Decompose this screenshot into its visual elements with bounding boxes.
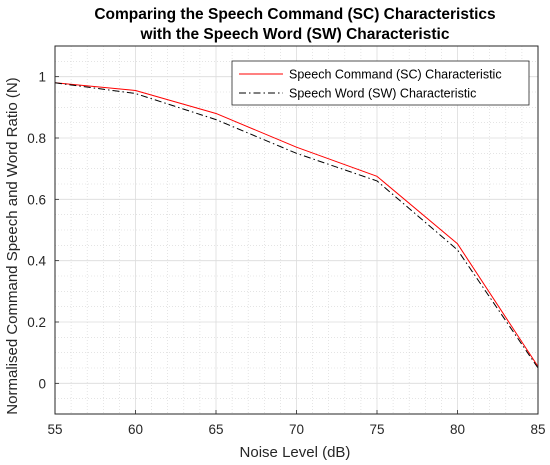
x-tick-label: 65 xyxy=(208,422,223,437)
x-tick-label: 75 xyxy=(369,422,384,437)
chart-title-line2: with the Speech Word (SW) Characteristic xyxy=(140,26,450,43)
y-tick-label: 0.2 xyxy=(27,315,46,330)
major-grid xyxy=(54,46,539,414)
x-tick-label: 55 xyxy=(47,422,62,437)
legend-label-sc: Speech Command (SC) Characteristic xyxy=(289,68,502,82)
x-axis-ticks: 55 60 65 70 75 80 85 xyxy=(47,410,546,437)
series-layer xyxy=(54,82,539,369)
y-tick-label: 0.8 xyxy=(27,131,46,146)
x-tick-label: 85 xyxy=(530,422,545,437)
x-tick-label: 70 xyxy=(289,422,304,437)
y-tick-label: 0.4 xyxy=(27,254,46,269)
legend-label-sw: Speech Word (SW) Characteristic xyxy=(289,87,476,101)
legend-box xyxy=(231,60,530,106)
y-tick-label: 0.6 xyxy=(27,192,46,207)
y-axis-ticks: 0 0.2 0.4 0.6 0.8 1 xyxy=(27,70,59,391)
series-line-speech-word xyxy=(54,82,539,369)
x-tick-label: 80 xyxy=(450,422,465,437)
y-axis-label: Normalised Command Speech and Word Ratio… xyxy=(4,77,21,414)
x-tick-label: 60 xyxy=(128,422,143,437)
chart-title-line1: Comparing the Speech Command (SC) Charac… xyxy=(94,6,495,23)
y-tick-label: 0 xyxy=(38,376,46,391)
legend: Speech Command (SC) Characteristic Speec… xyxy=(231,60,530,106)
y-tick-label: 1 xyxy=(38,70,46,85)
x-axis-label: Noise Level (dB) xyxy=(240,444,351,461)
series-line-speech-command xyxy=(54,82,539,367)
